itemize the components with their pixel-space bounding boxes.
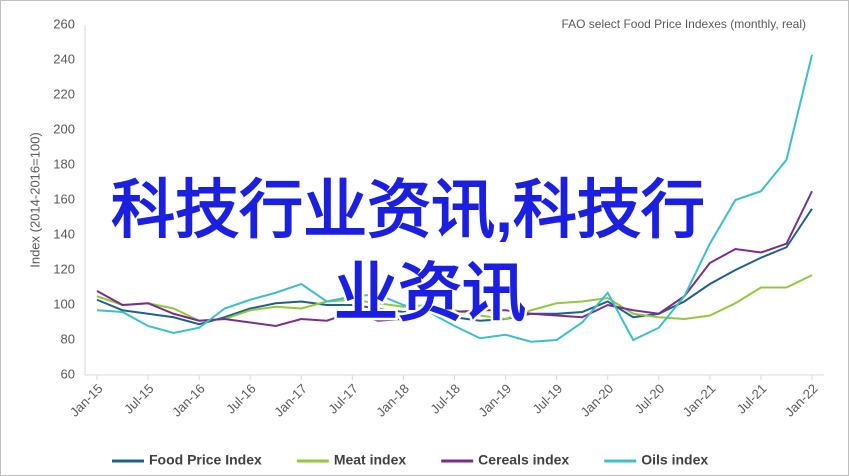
legend-label: Cereals index [478, 452, 569, 468]
series-line [96, 54, 813, 343]
y-tick-label: 100 [53, 296, 75, 311]
y-axis-label: Index (2014-2016=100) [27, 132, 42, 268]
y-tick-label: 220 [53, 86, 75, 101]
y-tick-label: 240 [53, 51, 75, 66]
legend-label: Food Price Index [149, 452, 262, 468]
overlay-text: 科技行业资讯,科技行 [111, 174, 705, 246]
legend-label: Oils index [641, 452, 708, 468]
chart-subtitle: FAO select Food Price Indexes (monthly, … [561, 17, 806, 31]
y-tick-label: 180 [53, 156, 75, 171]
overlay-text: 业资讯 [334, 257, 526, 329]
y-tick-label: 120 [53, 261, 75, 276]
y-tick-label: 260 [53, 16, 75, 31]
legend: Food Price Index Meat index Cereals index O… [112, 452, 708, 468]
overlay: 科技行业资讯,科技行 业资讯 [109, 172, 708, 332]
y-tick-label: 200 [53, 121, 75, 136]
y-tick-label: 80 [61, 331, 75, 346]
series-line [96, 190, 813, 328]
y-tick-label: 140 [53, 226, 75, 241]
y-tick-label: 160 [53, 191, 75, 206]
y-tick-label: 60 [61, 366, 75, 381]
legend-label: Meat index [334, 452, 407, 468]
